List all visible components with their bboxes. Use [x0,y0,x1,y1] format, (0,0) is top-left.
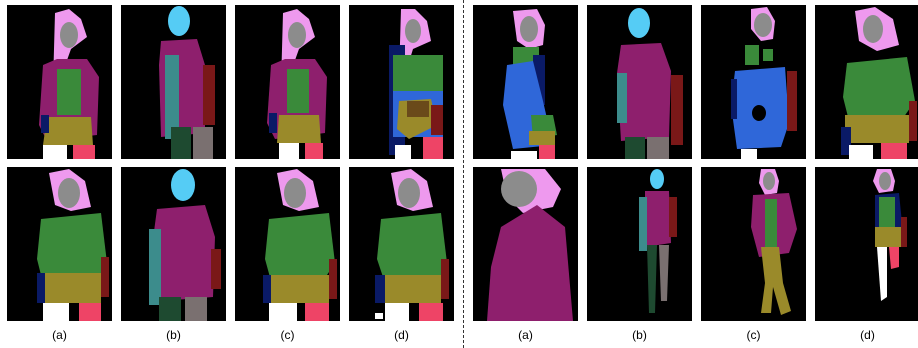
left-label-a: (a) [52,328,67,342]
left-label-d: (d) [394,328,409,342]
left-top-panel-b [121,5,226,159]
right-bottom-panel-c [701,167,806,321]
right-top-panel-a [473,5,578,159]
right-top-panel-d [815,5,918,159]
left-bottom-panel-a [7,167,112,321]
right-bottom-panel-a [473,167,578,321]
right-label-d: (d) [860,328,875,342]
right-bottom-panel-d [815,167,918,321]
right-top-panel-b [587,5,692,159]
left-bottom-panel-d [349,167,454,321]
left-bottom-panel-c [235,167,340,321]
right-label-a: (a) [518,328,533,342]
right-label-c: (c) [746,328,761,342]
dashed-divider [463,0,464,348]
left-label-b: (b) [166,328,181,342]
left-top-panel-c [235,5,340,159]
right-bottom-panel-b [587,167,692,321]
left-bottom-panel-b [121,167,226,321]
left-label-c: (c) [280,328,295,342]
right-top-panel-c [701,5,806,159]
left-top-panel-d [349,5,454,159]
right-label-b: (b) [632,328,647,342]
left-top-panel-a [7,5,112,159]
